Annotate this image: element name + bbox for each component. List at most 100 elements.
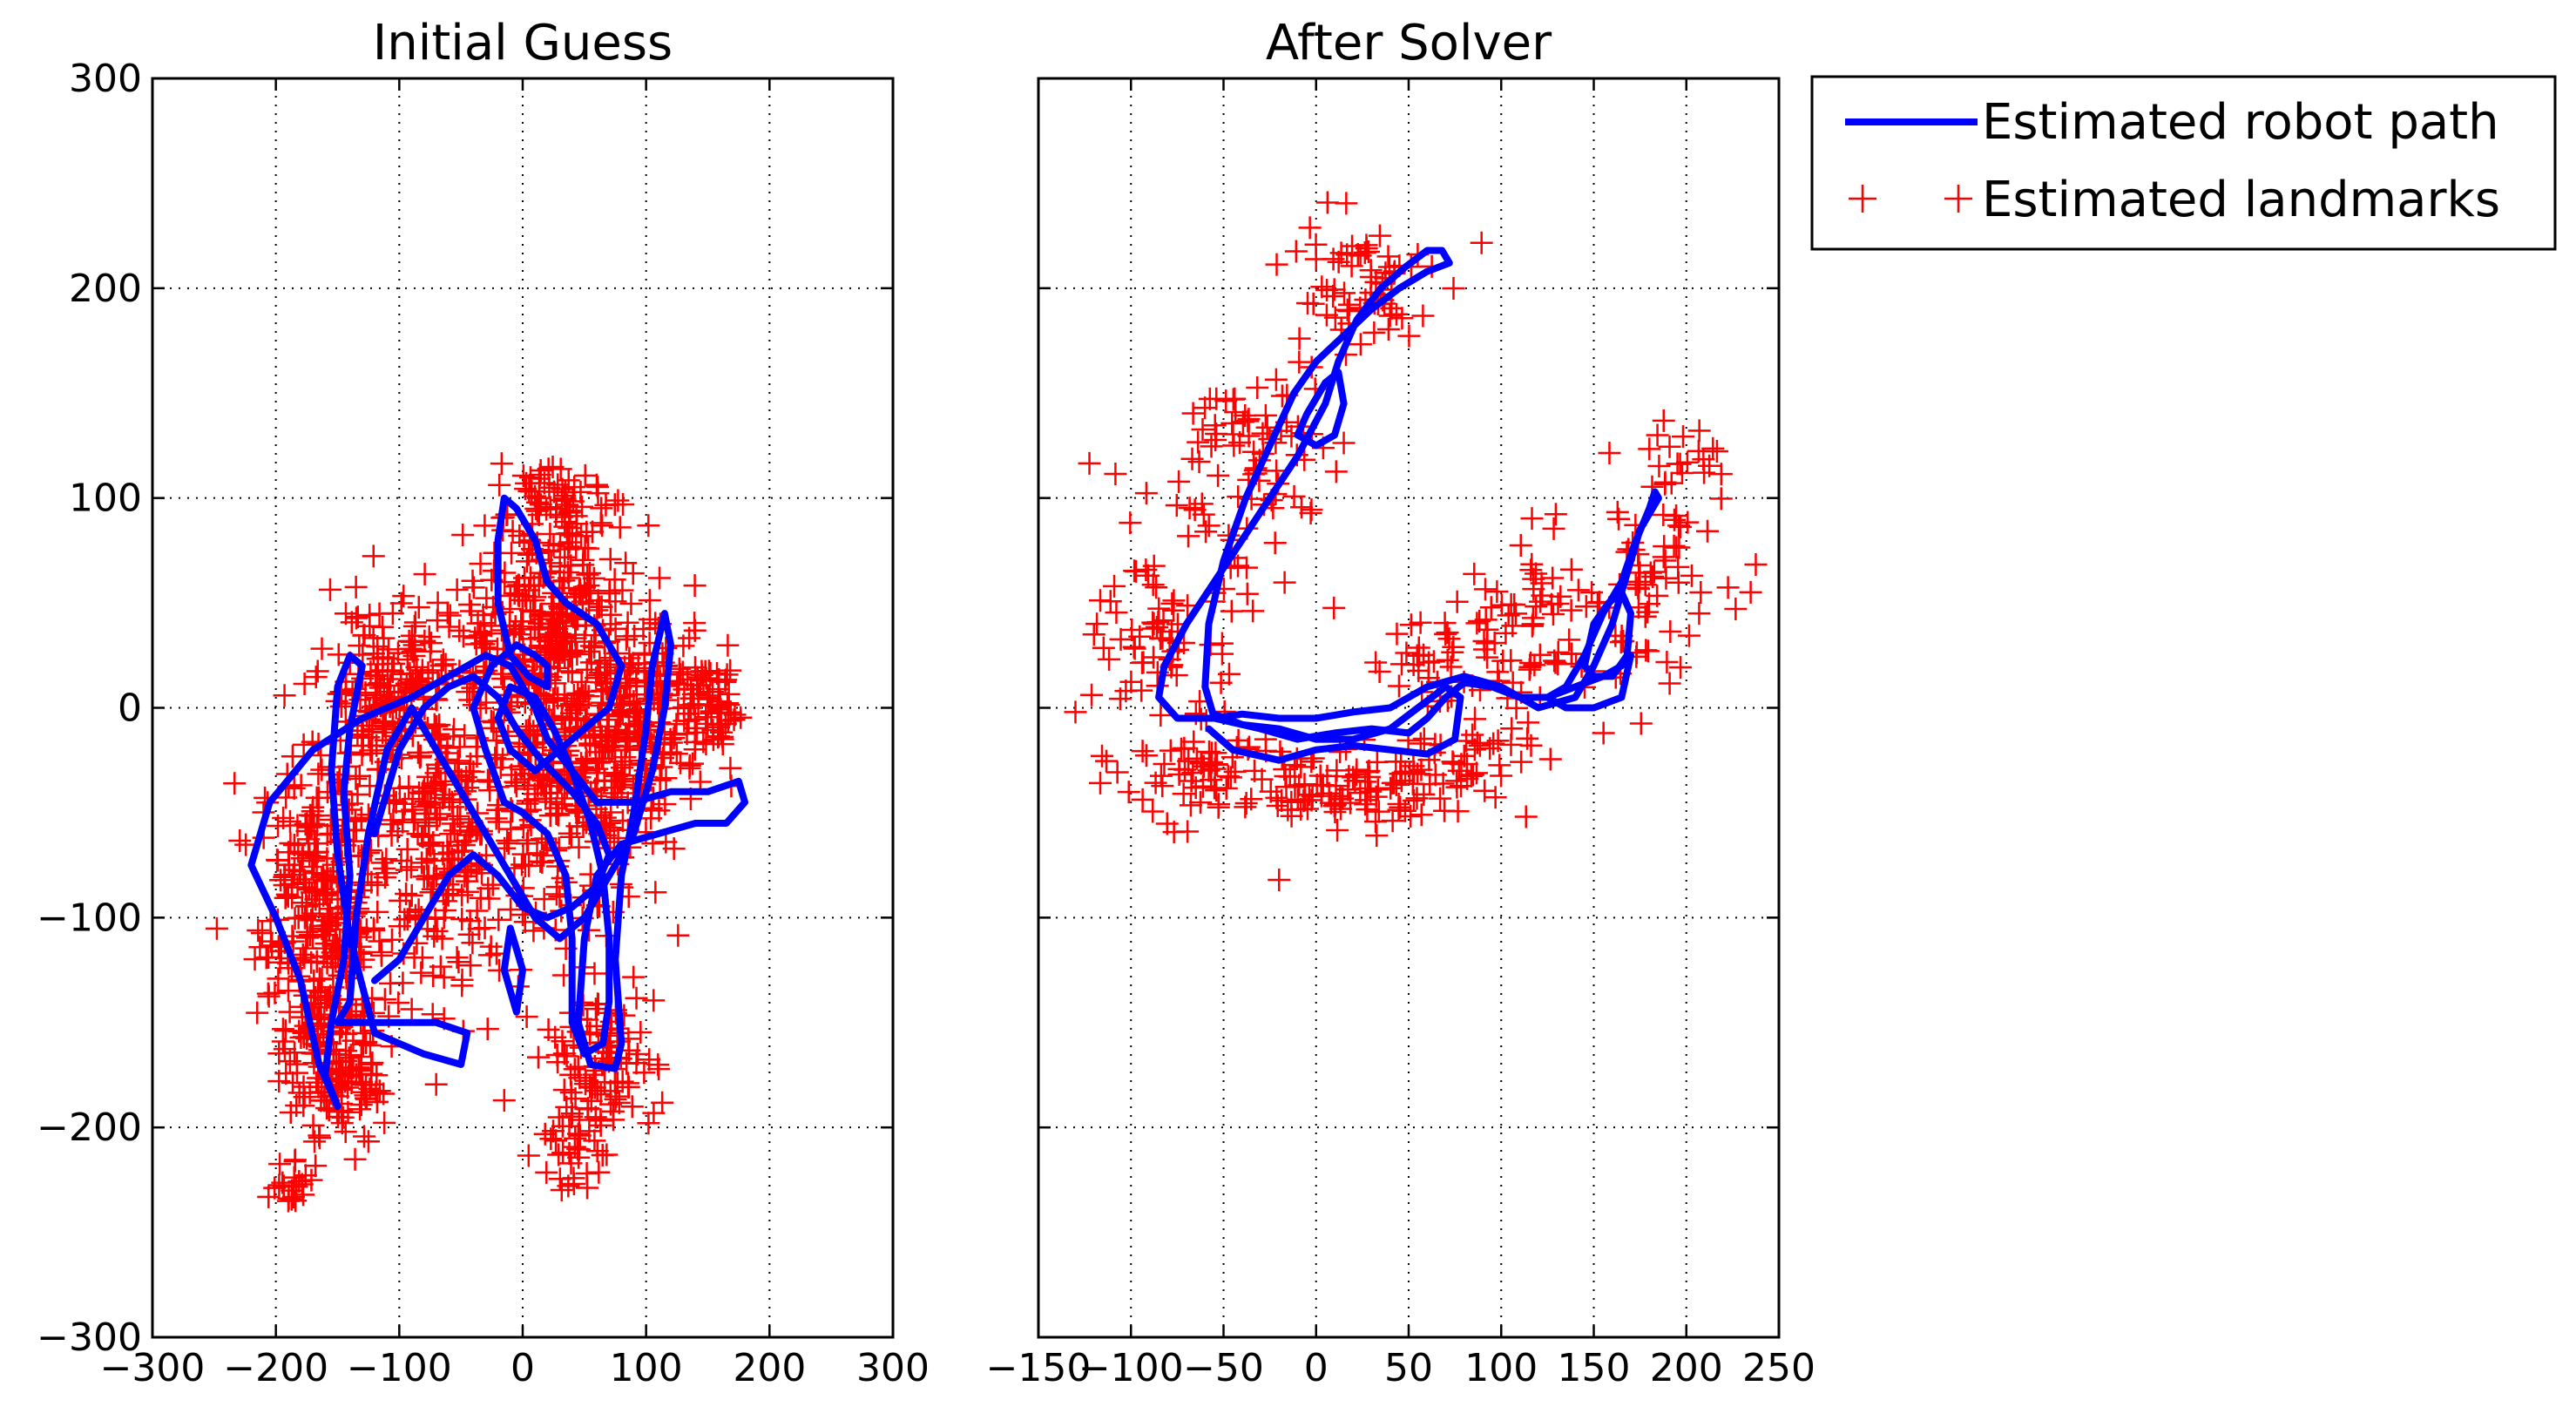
landmark-point xyxy=(1367,800,1390,823)
landmark-point xyxy=(304,666,328,689)
landmark-point xyxy=(1394,760,1417,783)
landmark-point xyxy=(1464,707,1487,731)
landmark-point xyxy=(1246,376,1269,400)
landmark-point xyxy=(445,578,469,601)
landmark-point xyxy=(1354,793,1377,816)
landmark-point xyxy=(679,686,703,710)
landmark-point xyxy=(562,1173,585,1196)
x-tick-label: −100 xyxy=(1078,1346,1184,1390)
landmark-point xyxy=(1410,803,1433,827)
x-tick-label: −50 xyxy=(1183,1346,1264,1390)
landmark-point xyxy=(575,747,598,770)
landmark-point xyxy=(1387,798,1410,822)
landmark-point xyxy=(637,514,660,538)
landmark-point xyxy=(1667,536,1691,559)
landmark-point xyxy=(1558,628,1581,652)
landmark-point xyxy=(273,1038,296,1061)
landmark-point xyxy=(1091,744,1114,767)
y-tick-label: 0 xyxy=(118,686,142,731)
landmark-point xyxy=(1104,462,1127,485)
landmark-point xyxy=(443,819,466,842)
landmark-point xyxy=(580,1076,604,1099)
x-tick-label: 0 xyxy=(1304,1346,1329,1390)
landmark-point xyxy=(1183,498,1207,522)
landmark-point xyxy=(557,1174,580,1198)
landmark-point xyxy=(524,484,547,508)
landmark-point xyxy=(1134,482,1158,505)
landmark-point xyxy=(1146,611,1170,634)
landmark-point xyxy=(304,1154,328,1178)
landmark-point xyxy=(358,1033,382,1057)
landmark-point xyxy=(463,626,487,650)
x-tick-label: 300 xyxy=(856,1346,930,1390)
landmark-point xyxy=(1692,448,1715,471)
landmark-point xyxy=(366,1090,389,1113)
landmark-point xyxy=(598,579,621,603)
landmark-point xyxy=(707,713,731,736)
landmark-point xyxy=(638,607,661,631)
landmark-point xyxy=(1259,780,1282,803)
landmark-point xyxy=(523,788,546,811)
landmark-point xyxy=(295,920,319,943)
axes-after-solver: −150−100 −50 0 50 100 150 200 250 After Solver xyxy=(986,15,1815,1390)
landmark-point xyxy=(344,575,368,598)
landmark-point xyxy=(355,1030,378,1053)
landmark-point xyxy=(598,739,621,762)
landmark-point xyxy=(1509,534,1532,558)
landmark-point xyxy=(529,849,552,873)
landmark-point xyxy=(317,917,341,941)
landmark-point xyxy=(1095,749,1119,773)
landmark-point xyxy=(1636,639,1660,663)
landmark-point xyxy=(551,793,574,816)
landmark-point xyxy=(638,589,661,612)
landmark-point xyxy=(413,629,436,653)
landmark-point xyxy=(375,848,398,871)
landmark-point xyxy=(625,986,648,1010)
landmark-point xyxy=(443,718,466,741)
landmark-point xyxy=(1405,787,1429,810)
landmark-point xyxy=(1474,578,1498,601)
landmark-point xyxy=(400,997,423,1021)
landmark-point xyxy=(512,767,536,791)
landmark-point xyxy=(1228,430,1252,454)
landmark-point xyxy=(267,967,290,991)
landmark-point xyxy=(1724,597,1748,620)
landmark-point xyxy=(391,810,415,834)
landmark-point xyxy=(417,833,441,856)
landmark-point xyxy=(1521,606,1545,630)
landmark-point xyxy=(234,833,258,856)
landmark-point xyxy=(1109,627,1132,651)
landmark-point xyxy=(457,760,481,783)
legend-marker xyxy=(1944,185,1972,213)
landmark-point xyxy=(476,1018,499,1041)
landmark-point xyxy=(729,706,753,729)
landmark-point xyxy=(1132,651,1155,674)
x-tick-label: 100 xyxy=(1464,1346,1538,1390)
landmark-point xyxy=(1207,793,1230,816)
landmark-point xyxy=(1429,787,1452,810)
landmark-point xyxy=(356,1130,380,1153)
robot-path-segment xyxy=(470,494,625,1058)
landmark-point xyxy=(1190,751,1214,774)
landmark-point xyxy=(1356,798,1379,822)
landmark-point xyxy=(1282,484,1306,508)
landmark-point xyxy=(1368,224,1391,247)
landmark-point xyxy=(583,636,606,659)
landmark-point xyxy=(1412,727,1436,751)
landmark-point xyxy=(1192,503,1215,526)
landmark-point xyxy=(247,918,270,942)
landmark-point xyxy=(1390,307,1414,330)
landmark-point xyxy=(1340,254,1363,278)
landmark-point xyxy=(564,614,587,638)
landmark-point xyxy=(512,566,536,590)
landmark-point xyxy=(431,842,455,866)
landmark-point xyxy=(350,723,374,747)
x-tick-label: 200 xyxy=(1650,1346,1723,1390)
landmark-point xyxy=(1189,791,1212,815)
landmark-point xyxy=(407,596,430,619)
landmark-point xyxy=(571,548,595,571)
landmark-point xyxy=(313,937,336,960)
landmark-point xyxy=(541,456,565,479)
landmark-point xyxy=(1472,629,1496,653)
landmark-point xyxy=(590,725,613,748)
